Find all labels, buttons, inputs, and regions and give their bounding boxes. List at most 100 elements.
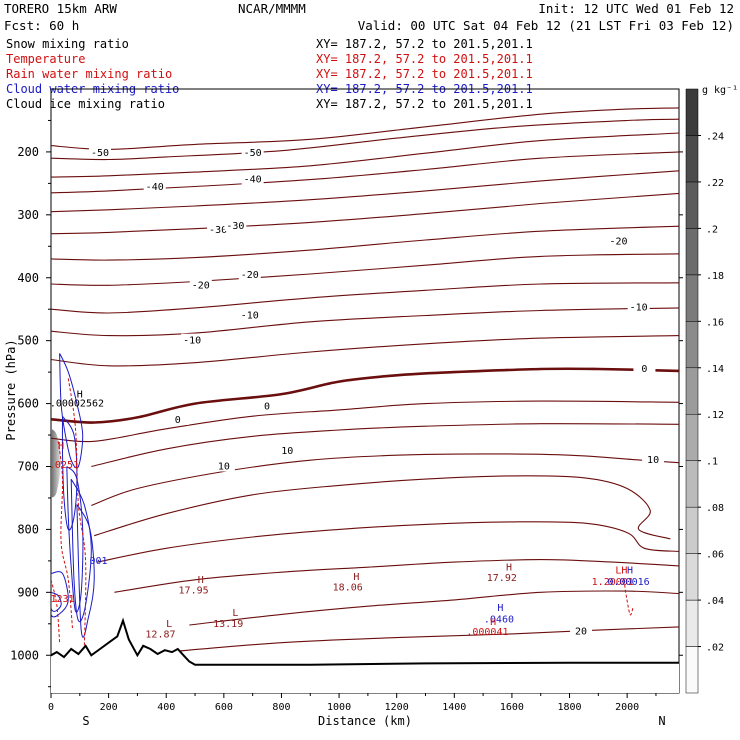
contour-label: 0 — [641, 364, 647, 375]
contour-label: 20 — [575, 626, 587, 637]
colorbar-tick-label: .22 — [706, 178, 724, 189]
temperature-contour — [51, 253, 679, 286]
org-label: NCAR/MMMM — [238, 1, 306, 16]
cloud-water-contour — [51, 591, 62, 612]
colorbar-segment — [685, 460, 699, 508]
contour-label: 0 — [175, 415, 181, 426]
contour-label: -20 — [609, 236, 627, 247]
cloud-water-contour — [66, 466, 84, 613]
colorbar-tick-label: .1 — [706, 457, 718, 468]
colorbar-segment — [685, 88, 699, 136]
extremum-marker: L — [232, 608, 238, 619]
model-title: TORERO 15km ARW — [4, 1, 117, 16]
contour-label-bg — [256, 399, 279, 412]
temperature-contour — [51, 107, 679, 150]
temperature-contour — [51, 118, 679, 161]
field-label: 1231 — [50, 594, 74, 605]
colorbar-tick-label: .2 — [706, 224, 718, 235]
x-tick-label: 2000 — [615, 702, 639, 713]
colorbar-tick-label: .12 — [706, 410, 724, 421]
extremum-marker: LH — [615, 565, 627, 576]
colorbar-tick-label: .08 — [706, 503, 724, 514]
colorbar-tick-label: .14 — [706, 364, 724, 375]
contour-label-bg — [642, 453, 665, 466]
contour-label-bg — [189, 278, 212, 291]
colorbar-segment — [685, 553, 699, 601]
extremum-value: 17.92 — [487, 573, 517, 584]
contour-label: -50 — [91, 148, 109, 159]
extremum-value: 17.95 — [179, 586, 209, 597]
x-tick-label: 1000 — [327, 702, 351, 713]
field-label: 001 — [90, 556, 108, 567]
contour-label: 0 — [264, 402, 270, 413]
colorbar: g kg⁻¹ .24 .22 .2 .18 .16 .14 .12 .1 .08 .06 .04 .0… — [685, 85, 738, 694]
contour-label-bg — [627, 300, 650, 313]
cloud-water-contour — [76, 504, 95, 638]
extremum-value: 12.87 — [145, 630, 175, 641]
extremum-marker: L — [166, 619, 172, 630]
temperature-contour — [114, 559, 679, 593]
temperature-contour — [91, 423, 679, 468]
extremum-marker: H — [77, 389, 83, 400]
contour-label: 10 — [647, 455, 659, 466]
cloud-water-contour — [51, 571, 69, 618]
temperature-contour — [51, 132, 679, 178]
colorbar-segment — [685, 413, 699, 461]
extremum-value: .0460 — [484, 615, 514, 626]
legend-name-temperature: Temperature — [6, 52, 85, 66]
temperature-contour — [51, 307, 679, 337]
forecast-hour: Fcst: 60 h — [4, 18, 79, 33]
y-tick-label: 700 — [17, 460, 39, 474]
contour-label-bg — [241, 146, 264, 159]
extremum-value: .000041 — [466, 627, 508, 638]
extremum-marker: H — [506, 562, 512, 573]
south-label: S — [82, 714, 89, 728]
legend-name-rain: Rain water mixing ratio — [6, 67, 172, 81]
extremum-value: 13.19 — [213, 619, 243, 630]
extremum-value: 18.06 — [333, 582, 363, 593]
colorbar-unit: g kg⁻¹ — [702, 85, 738, 96]
temperature-contour — [51, 170, 679, 213]
cloud-water-contour — [70, 478, 92, 623]
rain-water-contour — [67, 378, 87, 656]
extremum-marker: H — [353, 572, 359, 583]
contour-label: -20 — [192, 280, 210, 291]
colorbar-segment — [685, 274, 699, 322]
temperature-contour — [51, 151, 679, 194]
plot-content: -50 -50-40-40-30 -30-20-20-20-10-10-100001… — [50, 107, 679, 693]
colorbar-tick-label: .16 — [706, 317, 724, 328]
contour-label: -20 — [241, 270, 259, 281]
contour-label-bg — [224, 219, 247, 232]
contour-label-bg — [212, 459, 235, 472]
legend-xy-cloud-ice: XY= 187.2, 57.2 to 201.5,201.1 — [316, 97, 533, 111]
contour-label-bg — [238, 308, 261, 321]
x-tick-label: 200 — [100, 702, 118, 713]
plot-layers: -50 -50-40-40-30 -30-20-20-20-10-10-100001… — [50, 107, 679, 693]
legend-xy-rain: XY= 187.2, 57.2 to 201.5,201.1 — [316, 67, 533, 81]
north-label: N — [658, 714, 665, 728]
extremum-marker: H — [627, 565, 633, 576]
x-tick-label: 1400 — [442, 702, 466, 713]
contour-label: 10 — [281, 446, 293, 457]
legend-name-snow: Snow mixing ratio — [6, 37, 129, 51]
colorbar-tick-label: .24 — [706, 131, 724, 142]
field-label: H — [58, 441, 64, 452]
extremum-value: 1.20001 — [592, 577, 634, 588]
temperature-contour — [51, 367, 679, 424]
y-tick-label: 200 — [17, 145, 39, 159]
contour-label-bg — [143, 180, 166, 193]
y-tick-label: 400 — [17, 271, 39, 285]
header: TORERO 15km ARW NCAR/MMMM Init: 12 UTC W… — [4, 1, 734, 33]
contour-label-bg — [607, 234, 630, 247]
extremum-value: .00002562 — [50, 399, 104, 410]
legend-xy-snow: XY= 187.2, 57.2 to 201.5,201.1 — [316, 37, 533, 51]
x-tick-label: 800 — [272, 702, 290, 713]
extremum-marker: H — [497, 603, 503, 614]
y-tick-label: 900 — [17, 585, 39, 599]
temperature-contour — [51, 192, 679, 235]
cloud-water-contour — [59, 353, 84, 469]
contour-label-bg — [276, 443, 299, 456]
y-tick-label: 500 — [17, 334, 39, 348]
colorbar-tick-label: .02 — [706, 643, 724, 654]
